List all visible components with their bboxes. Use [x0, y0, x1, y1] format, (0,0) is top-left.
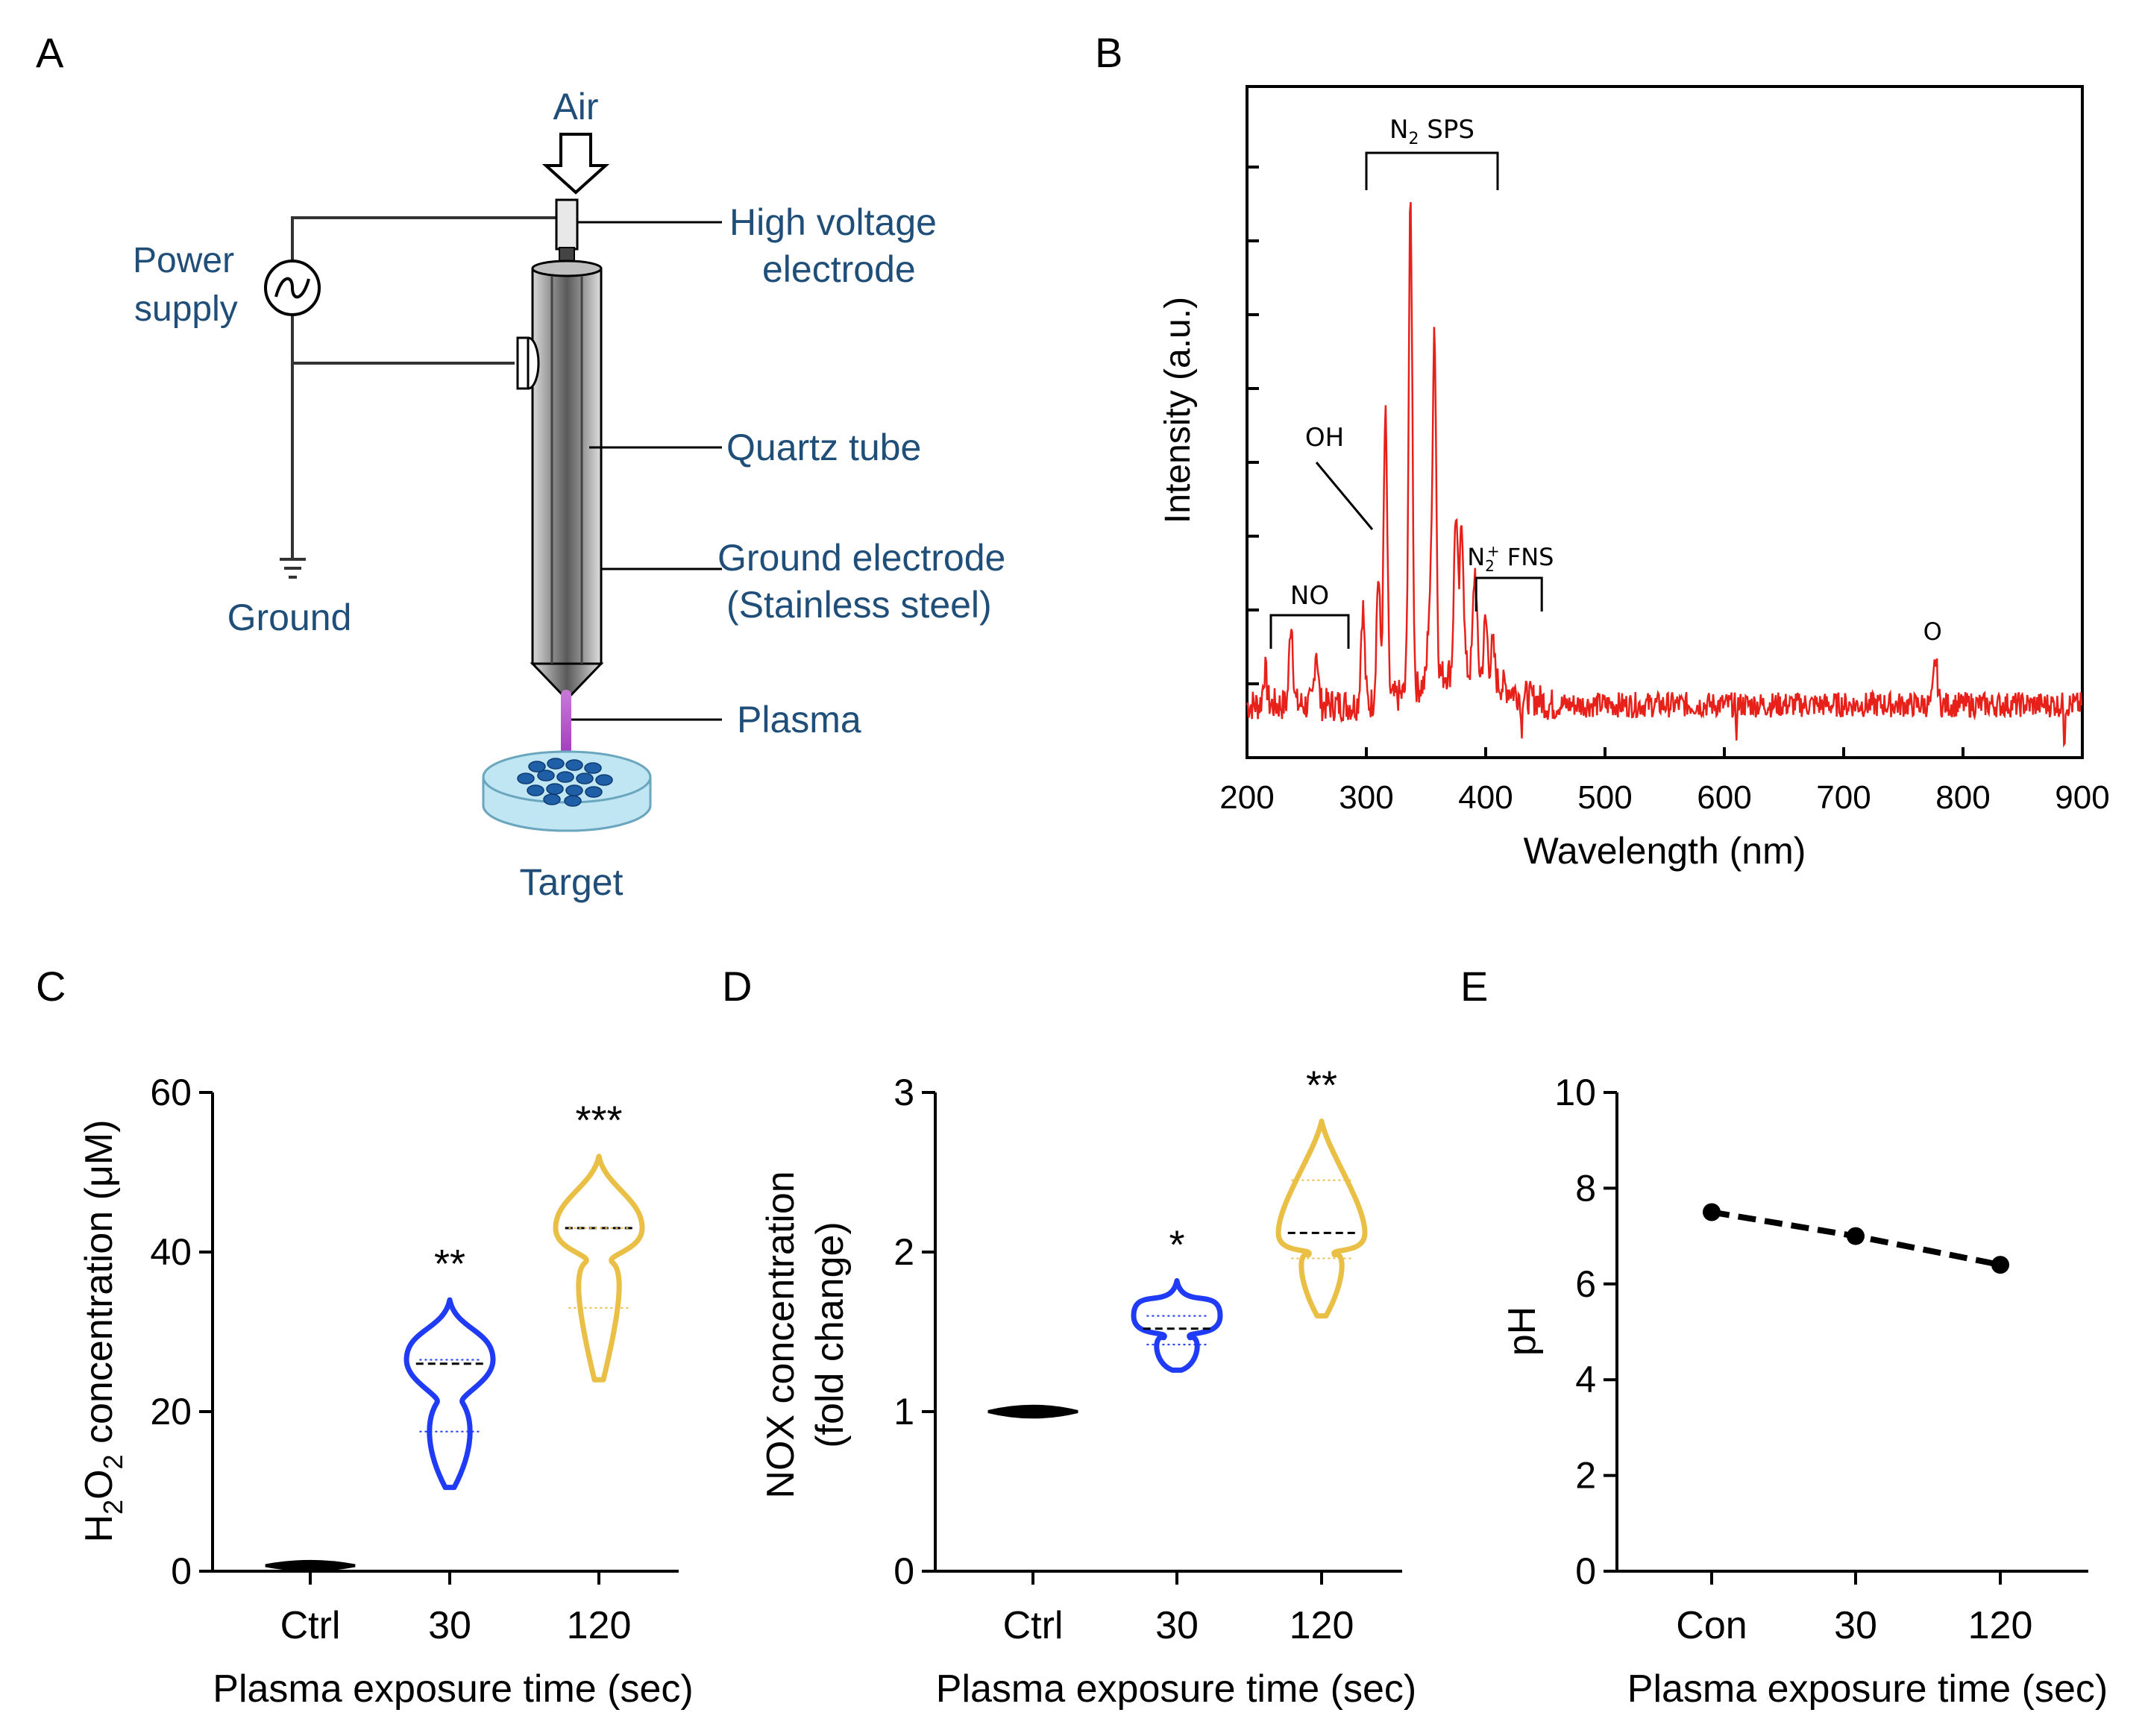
x-tick-label: 30 — [1155, 1604, 1199, 1647]
leader-lines — [571, 221, 722, 721]
n2-fns-label: N2+ FNS — [1467, 542, 1554, 575]
significance-120: *** — [575, 1098, 622, 1143]
y-axis-label-line1: NOX concentration — [759, 1171, 803, 1498]
plasma-jet — [561, 690, 571, 768]
y-tick-label: 2 — [1575, 1455, 1596, 1497]
x-tick-label: 200 — [1219, 779, 1274, 816]
quartz-tube — [530, 260, 604, 702]
no-bracket — [1269, 614, 1350, 649]
panel-label-a: A — [36, 29, 64, 76]
x-axis-label: Wavelength (nm) — [1524, 830, 1806, 872]
ph-point-30 — [1847, 1227, 1865, 1245]
ground-label: Ground — [227, 597, 352, 638]
violin-30 — [403, 1297, 496, 1491]
y-axis-label-line2: (fold change) — [808, 1221, 852, 1448]
panel-label-e: E — [1460, 963, 1488, 1010]
y-tick-label: 10 — [1554, 1072, 1596, 1113]
y-tick-label: 6 — [1575, 1263, 1596, 1305]
spectrum-series-line — [1246, 201, 2083, 748]
plasma-label: Plasma — [737, 699, 861, 740]
quartz-tube-label: Quartz tube — [726, 427, 921, 468]
significance-120: ** — [1306, 1063, 1337, 1108]
x-tick-label: 800 — [1935, 779, 1990, 816]
y-tick-label: 4 — [1575, 1359, 1596, 1400]
plot-frame — [1246, 85, 2084, 759]
x-tick-label: 30 — [1834, 1604, 1877, 1647]
y-tick-label: 2 — [893, 1231, 914, 1273]
emission-spectrum-chart: 200 300 400 500 600 700 800 900 Intensity (a.u.… — [1158, 85, 2110, 872]
ground-electrode-label: Ground electrode (Stainless steel) — [717, 537, 1016, 626]
y-tick-label: 0 — [1575, 1550, 1596, 1592]
wiring — [280, 216, 559, 579]
y-tick-label: 0 — [893, 1550, 914, 1592]
violin-120 — [553, 1154, 645, 1383]
x-axis-label: Plasma exposure time (sec) — [1627, 1667, 2108, 1711]
violin-30 — [1131, 1278, 1223, 1373]
y-axis-label: H2O2 concentration (μM) — [78, 1119, 128, 1542]
air-label: Air — [553, 86, 598, 128]
ph-point-Con — [1703, 1203, 1721, 1221]
x-ticks: 200 300 400 500 600 700 800 900 — [1219, 747, 2110, 816]
x-tick-label: Con — [1676, 1604, 1747, 1647]
o-label: O — [1923, 617, 1942, 646]
x-tick-label: 700 — [1816, 779, 1871, 816]
n2-fns-bracket — [1474, 576, 1543, 611]
significance-30: * — [1169, 1223, 1184, 1268]
power-supply-label: Power supply — [133, 241, 244, 329]
significance-30: ** — [434, 1242, 465, 1286]
violin-Ctrl — [987, 1404, 1078, 1419]
violin-120 — [1275, 1119, 1368, 1319]
x-tick-label: 120 — [1968, 1604, 2033, 1647]
y-axis-label: pH — [1501, 1306, 1544, 1356]
y-tick-label: 8 — [1575, 1167, 1596, 1209]
clamp-connector-icon — [516, 336, 540, 390]
x-tick-label: 120 — [567, 1604, 632, 1647]
annotations: NO N2 SPS N2+ FNS OH O — [1269, 115, 1942, 649]
y-tick-label: 40 — [150, 1231, 192, 1273]
y-ticks — [1247, 166, 1259, 685]
no-label: NO — [1290, 581, 1329, 611]
plasma-device-schematic: Air Power supply Ground — [133, 86, 1016, 903]
x-tick-label: 900 — [2055, 779, 2109, 816]
ac-power-supply-icon — [264, 260, 321, 316]
y-tick-label: 60 — [150, 1072, 192, 1113]
hv-electrode-label: High voltage electrode — [729, 201, 947, 290]
y-tick-label: 1 — [893, 1391, 914, 1432]
x-tick-label: Ctrl — [280, 1604, 341, 1647]
y-tick-label: 3 — [893, 1072, 914, 1113]
x-tick-label: 600 — [1697, 779, 1751, 816]
panel-label-c: C — [36, 963, 66, 1010]
panel-label-d: D — [722, 963, 752, 1010]
x-axis-label: Plasma exposure time (sec) — [936, 1667, 1416, 1711]
ph-point-120 — [1991, 1256, 2009, 1274]
petri-dish-target — [482, 750, 652, 832]
y-tick-label: 0 — [171, 1550, 192, 1592]
x-axis-label: Plasma exposure time (sec) — [213, 1667, 693, 1711]
violin-Ctrl — [265, 1559, 356, 1572]
x-tick-label: 30 — [428, 1604, 471, 1647]
x-tick-label: 300 — [1339, 779, 1393, 816]
target-label: Target — [520, 861, 624, 903]
high-voltage-electrode — [555, 198, 579, 251]
y-tick-label: 20 — [150, 1391, 192, 1432]
y-axis-label: Intensity (a.u.) — [1158, 297, 1198, 523]
x-tick-label: 120 — [1290, 1604, 1354, 1647]
x-tick-label: Ctrl — [1003, 1604, 1064, 1647]
air-inlet-arrow-icon — [541, 133, 610, 195]
x-tick-label: 400 — [1458, 779, 1513, 816]
x-tick-label: 500 — [1577, 779, 1632, 816]
oh-leader — [1315, 462, 1374, 530]
n2-sps-bracket — [1365, 151, 1499, 190]
ph-line-chart: 0 2 4 6 8 10 Con 30 120 pH Plasma exposure time (s… — [1501, 1072, 2108, 1711]
n2-sps-label: N2 SPS — [1389, 115, 1474, 148]
oh-label: OH — [1305, 423, 1344, 453]
panel-label-b: B — [1095, 29, 1122, 76]
